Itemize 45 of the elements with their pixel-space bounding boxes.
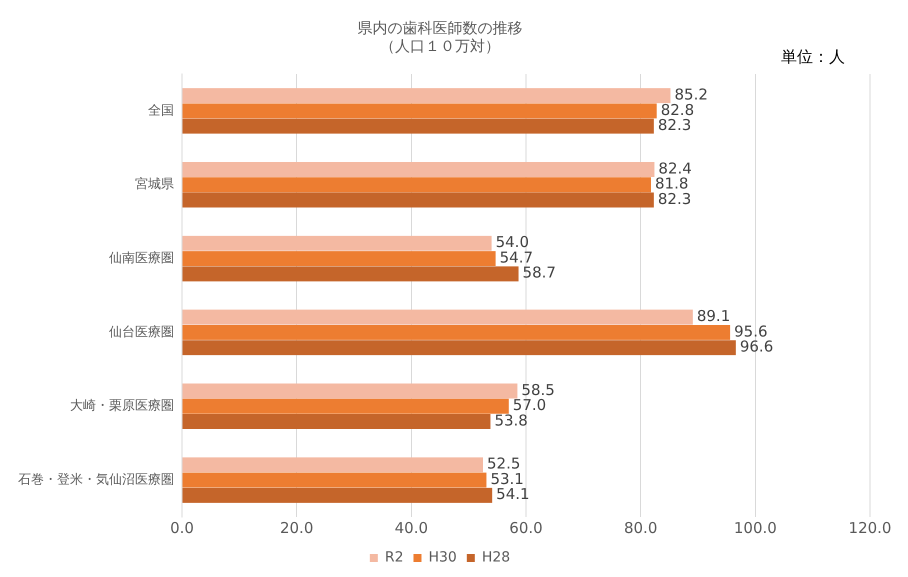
data-label: 96.6: [740, 338, 774, 356]
x-tick-label: 0.0: [170, 518, 194, 537]
bar: [182, 118, 654, 134]
bar: [182, 88, 670, 104]
x-tick-label: 100.0: [734, 518, 777, 537]
y-tick-label: 石巻・登米・気仙沼医療圏: [18, 472, 174, 488]
bar: [182, 457, 483, 472]
bar: [182, 310, 693, 325]
data-label: 89.1: [696, 307, 730, 326]
y-tick-label: 仙南医療圏: [109, 250, 174, 266]
bar: [182, 162, 654, 177]
x-tick-label: 80.0: [624, 518, 658, 537]
bar: [182, 251, 496, 266]
data-label: 58.7: [522, 264, 556, 282]
y-tick-label: 全国: [148, 103, 174, 118]
y-tick-label: 大崎・栗原医療圏: [70, 398, 174, 414]
bar: [182, 384, 518, 398]
bar: [182, 488, 492, 503]
bar: [182, 340, 736, 356]
legend-label: R2: [384, 550, 404, 566]
bar: [182, 398, 509, 414]
x-tick-label: 20.0: [280, 518, 314, 537]
legend-label: H30: [428, 550, 457, 566]
bar: [182, 192, 654, 208]
bar: [182, 324, 730, 340]
data-label: 95.6: [734, 322, 768, 340]
bar: [182, 414, 490, 429]
data-label: 82.4: [658, 159, 692, 178]
data-label: 82.3: [658, 116, 692, 134]
legend-label: H28: [482, 550, 510, 566]
text: 単位：人: [781, 47, 845, 66]
y-tick-label: 宮城県: [135, 176, 174, 192]
bar: [182, 266, 519, 282]
x-tick-label: 40.0: [394, 518, 428, 537]
chart-subtitle: （人口１０万対）: [380, 36, 500, 55]
bar: [182, 236, 492, 251]
bar: [182, 472, 486, 488]
chart-title: 県内の歯科医師数の推移: [358, 18, 522, 37]
y-tick-label: 仙台医療圏: [109, 324, 174, 340]
x-tick-label: 120.0: [848, 518, 892, 537]
data-label: 54.1: [496, 485, 530, 504]
x-tick-label: 60.0: [509, 518, 543, 537]
bar: [182, 177, 651, 192]
data-label: 58.5: [521, 380, 555, 399]
bar: [182, 103, 657, 118]
